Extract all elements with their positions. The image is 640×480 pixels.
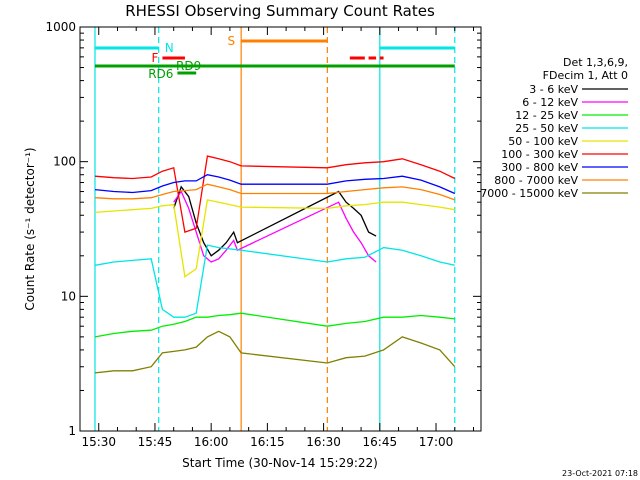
x-tick-label-0: 15:30 xyxy=(81,435,116,449)
series-line-5 xyxy=(94,155,456,233)
series-line-1 xyxy=(173,190,377,263)
axes-layer: 1 10 100 1000 15:30 15:45 16:00 16:15 16:30 16:45… xyxy=(45,20,481,449)
legend-label-1: 6 - 12 keV xyxy=(522,96,578,109)
series-line-7 xyxy=(94,183,456,201)
legend-label-4: 50 - 100 keV xyxy=(508,135,578,148)
flag-label-n: N xyxy=(165,41,174,55)
plot-area xyxy=(94,27,456,431)
x-tick-label-4: 16:30 xyxy=(306,435,341,449)
legend-label-5: 100 - 300 keV xyxy=(501,148,578,161)
series-line-4 xyxy=(94,199,455,278)
legend-label-2: 12 - 25 keV xyxy=(515,109,578,122)
y-tick-label-2: 100 xyxy=(53,155,76,169)
legend-label-6: 300 - 800 keV xyxy=(501,161,578,174)
series-layer xyxy=(94,155,456,374)
x-tick-label-1: 15:45 xyxy=(138,435,173,449)
flag-label-rd9: RD9 xyxy=(176,59,201,73)
y-tick-label-1: 10 xyxy=(61,289,76,303)
series-line-6 xyxy=(94,174,456,195)
series-line-2 xyxy=(94,312,455,338)
legend-label-3: 25 - 50 keV xyxy=(515,122,578,135)
legend: Det 1,3,6,9, FDecim 1, Att 0 3 - 6 keV6 … xyxy=(480,56,628,200)
flag-label-rd6: RD6 xyxy=(148,67,173,81)
flag-label-s: S xyxy=(228,34,236,48)
legend-label-7: 800 - 7000 keV xyxy=(494,174,578,187)
x-tick-label-6: 17:00 xyxy=(419,435,454,449)
legend-label-0: 3 - 6 keV xyxy=(529,83,578,96)
footer-timestamp: 23-Oct-2021 07:18 xyxy=(562,469,638,478)
x-axis-label: Start Time (30-Nov-14 15:29:22) xyxy=(182,456,378,470)
series-line-8 xyxy=(94,330,456,374)
y-axis-label: Count Rate (s⁻¹ detector⁻¹) xyxy=(23,147,37,310)
y-tick-label-3: 1000 xyxy=(45,20,76,34)
chart-title: RHESSI Observing Summary Count Rates xyxy=(125,2,435,20)
series-line-3 xyxy=(94,244,455,318)
x-tick-label-5: 16:45 xyxy=(363,435,398,449)
legend-header-1: Det 1,3,6,9, xyxy=(563,56,628,69)
plot-frame xyxy=(79,26,482,432)
series-line-0 xyxy=(173,185,377,257)
y-tick-label-0: 1 xyxy=(68,424,76,438)
legend-label-8: 7000 - 15000 keV xyxy=(480,187,578,200)
legend-header-2: FDecim 1, Att 0 xyxy=(543,69,628,82)
x-tick-label-3: 16:15 xyxy=(250,435,285,449)
x-tick-label-2: 16:00 xyxy=(194,435,229,449)
flag-label-f: F xyxy=(152,51,159,65)
